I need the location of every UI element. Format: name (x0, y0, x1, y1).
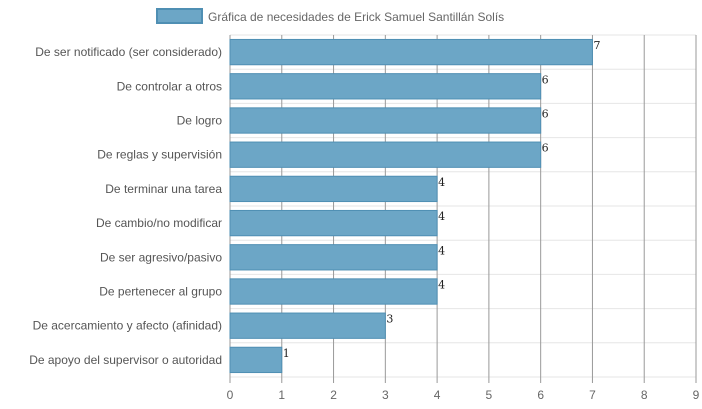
category-label: De ser agresivo/pasivo (100, 250, 222, 264)
data-label: 7 (593, 39, 600, 52)
data-label: 6 (542, 108, 549, 121)
data-labels: 7 6 6 6 4 4 4 4 3 1 (283, 39, 601, 360)
bar[interactable] (229, 175, 438, 203)
legend-swatch[interactable] (156, 8, 203, 24)
bar[interactable] (229, 278, 438, 305)
category-label: De controlar a otros (117, 79, 222, 93)
data-label: 6 (542, 73, 549, 86)
x-tick-label: 4 (434, 388, 441, 402)
category-label: De logro (177, 114, 223, 128)
data-label: 4 (438, 279, 445, 292)
category-label: De cambio/no modificar (96, 216, 222, 230)
x-tick-label: 5 (486, 388, 493, 402)
bar[interactable] (229, 244, 438, 271)
x-tick-label: 8 (641, 388, 648, 402)
legend[interactable]: Gráfica de necesidades de Erick Samuel S… (156, 8, 504, 24)
category-label: De acercamiento y afecto (afinidad) (33, 319, 222, 333)
bar[interactable] (229, 312, 386, 339)
bar[interactable] (229, 107, 542, 134)
legend-label[interactable]: Gráfica de necesidades de Erick Samuel S… (208, 10, 504, 24)
bar[interactable] (229, 209, 438, 237)
bar[interactable] (229, 141, 542, 168)
x-tick-label: 0 (227, 388, 234, 402)
bars (229, 38, 593, 374)
category-label: De terminar una tarea (105, 182, 222, 196)
bar[interactable] (229, 346, 283, 374)
data-label: 6 (542, 142, 549, 155)
data-label: 1 (283, 347, 290, 360)
bar[interactable] (229, 73, 542, 100)
x-tick-label: 7 (589, 388, 596, 402)
x-tick-label: 9 (693, 388, 700, 402)
x-axis-ticks: 0 1 2 3 4 5 6 7 8 9 (227, 388, 700, 402)
category-label: De ser notificado (ser considerado) (35, 45, 222, 59)
category-labels: De ser notificado (ser considerado) De co… (29, 45, 222, 367)
data-label: 4 (438, 210, 445, 223)
x-tick-label: 1 (278, 388, 285, 402)
x-tick-label: 6 (537, 388, 544, 402)
data-label: 4 (438, 244, 445, 257)
bar[interactable] (229, 38, 593, 66)
category-label: De pertenecer al grupo (99, 285, 222, 299)
x-tick-label: 2 (330, 388, 337, 402)
x-tick-label: 3 (382, 388, 389, 402)
category-label: De reglas y supervisión (97, 148, 222, 162)
data-label: 3 (386, 313, 393, 326)
category-label: De apoyo del supervisor o autoridad (29, 353, 222, 367)
data-label: 4 (438, 176, 445, 189)
